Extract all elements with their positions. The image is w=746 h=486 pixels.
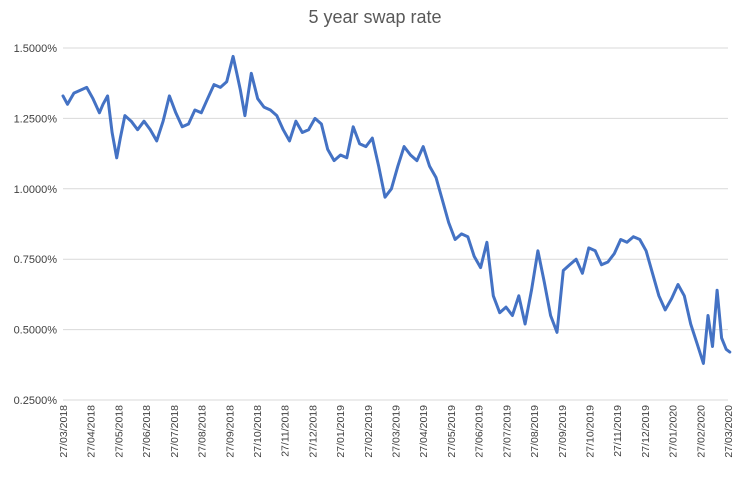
x-tick-label: 27/02/2019 [363,405,375,458]
y-axis-tick-labels: 0.2500% 0.5000% 0.7500% 1.0000% 1.2500% 1.500… [14,43,58,407]
x-axis-tick-labels: 27/03/2018 27/04/2018 27/05/2018 27/06/2018… [58,405,735,458]
y-tick-label: 0.7500% [14,254,58,266]
y-tick-label: 0.2500% [14,395,58,407]
series-layer [61,54,732,365]
x-tick-label: 27/08/2018 [197,405,209,458]
x-tick-label: 27/04/2019 [418,405,430,458]
x-tick-label: 27/10/2018 [252,405,264,458]
x-tick-label: 27/09/2019 [557,405,569,458]
x-tick-label: 27/11/2019 [612,405,624,457]
chart-title: 5 year swap rate [308,7,441,27]
x-tick-label: 27/06/2019 [474,405,486,458]
x-tick-label: 27/03/2020 [723,405,735,458]
x-tick-label: 27/03/2018 [58,405,70,458]
y-tick-label: 1.0000% [14,184,58,196]
x-tick-label: 27/08/2019 [529,405,541,458]
y-tick-label: 1.2500% [14,113,58,125]
x-tick-label: 27/05/2018 [113,405,125,458]
x-tick-label: 27/12/2018 [307,405,319,458]
x-tick-label: 27/01/2020 [668,405,680,458]
y-tick-label: 0.5000% [14,325,58,337]
x-tick-label: 27/05/2019 [446,405,458,458]
x-tick-label: 27/04/2018 [86,405,98,458]
x-tick-label: 27/02/2020 [695,405,707,458]
gridlines [63,47,728,401]
x-tick-label: 27/10/2019 [584,405,596,458]
y-tick-label: 1.5000% [14,43,58,55]
x-tick-label: 27/11/2018 [280,405,292,457]
x-tick-label: 27/06/2018 [141,405,153,458]
x-tick-label: 27/12/2019 [640,405,652,458]
x-tick-label: 27/07/2018 [169,405,181,458]
x-tick-label: 27/01/2019 [335,405,347,458]
x-tick-label: 27/07/2019 [501,405,513,458]
x-tick-label: 27/03/2019 [391,405,403,458]
series-line [61,54,732,365]
x-tick-label: 27/09/2018 [224,405,236,458]
